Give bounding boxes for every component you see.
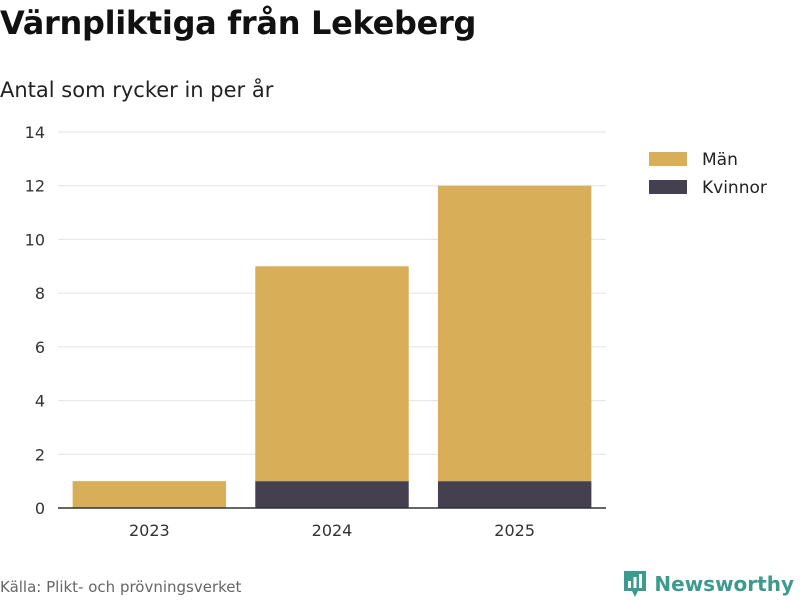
source-note: Källa: Plikt- och prövningsverket xyxy=(0,578,242,596)
legend-swatch xyxy=(649,152,687,166)
brand-name: Newsworthy xyxy=(654,572,794,596)
y-tick-label: 8 xyxy=(35,284,45,303)
bar-mn-2024[interactable] xyxy=(255,266,409,482)
chart-title: Värnpliktiga från Lekeberg xyxy=(0,4,477,42)
bar-mn-2025[interactable] xyxy=(437,185,592,482)
brand-logo[interactable]: Newsworthy xyxy=(622,569,794,599)
bar-mn-2023[interactable] xyxy=(72,481,227,508)
x-tick-label: 2024 xyxy=(312,521,353,540)
y-tick-label: 10 xyxy=(25,230,45,249)
chart-subtitle: Antal som rycker in per år xyxy=(0,78,274,102)
y-tick-label: 2 xyxy=(35,445,45,464)
y-tick-label: 14 xyxy=(25,123,45,142)
legend-swatch xyxy=(649,180,687,194)
legend-label[interactable]: Kvinnor xyxy=(702,178,767,198)
y-tick-label: 0 xyxy=(35,499,45,518)
bar-kvinnor-2024[interactable] xyxy=(255,481,409,508)
legend-label[interactable]: Män xyxy=(702,150,738,170)
y-tick-label: 4 xyxy=(35,392,45,411)
y-tick-label: 12 xyxy=(25,177,45,196)
newsworthy-logo-icon xyxy=(624,571,647,597)
x-tick-label: 2025 xyxy=(494,521,535,540)
stacked-bar-chart: 0 2 4 6 8 10 12 14 2023 2024 2025 Män Kvinnor xyxy=(25,123,767,540)
y-tick-label: 6 xyxy=(35,338,45,357)
bar-kvinnor-2025[interactable] xyxy=(437,481,592,508)
x-tick-label: 2023 xyxy=(129,521,170,540)
